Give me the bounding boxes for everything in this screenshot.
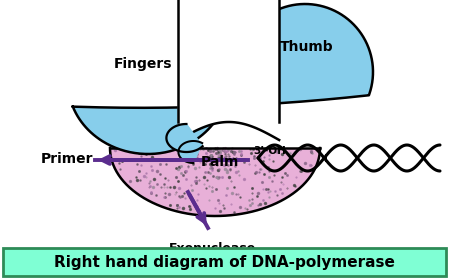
- Text: Primer: Primer: [41, 152, 93, 166]
- Text: Palm: Palm: [201, 155, 239, 169]
- Text: Fingers: Fingers: [114, 57, 172, 71]
- Polygon shape: [73, 4, 373, 154]
- Polygon shape: [178, 141, 202, 163]
- Text: Thumb: Thumb: [280, 40, 334, 54]
- Polygon shape: [110, 148, 320, 216]
- Polygon shape: [178, 0, 279, 140]
- Text: 3’-OH: 3’-OH: [253, 146, 286, 156]
- Text: Right hand diagram of DNA-polymerase: Right hand diagram of DNA-polymerase: [54, 254, 395, 270]
- Polygon shape: [166, 124, 202, 152]
- Text: Exonuclease: Exonuclease: [168, 242, 256, 255]
- FancyBboxPatch shape: [3, 248, 446, 276]
